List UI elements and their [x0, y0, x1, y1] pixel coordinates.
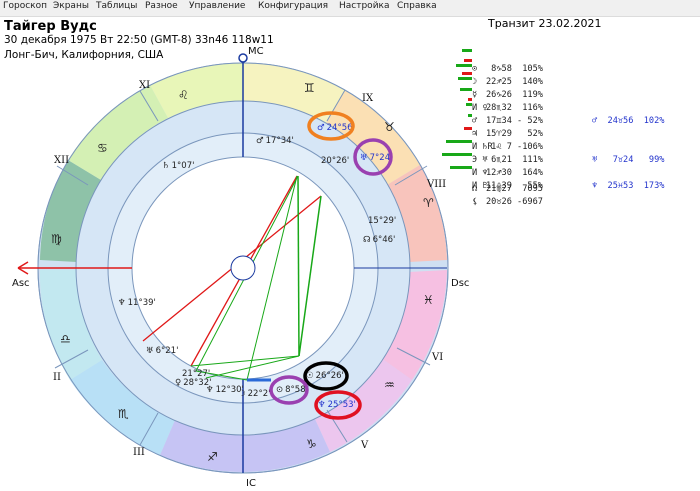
sign-segment: [40, 160, 101, 262]
natal-planet-label: ☊ 6°46': [363, 235, 395, 245]
house-label: XII: [54, 155, 69, 166]
sign-glyph-taurus: ♉: [384, 120, 395, 134]
planet-row[interactable]: ☿ 26♑26 119%: [442, 70, 543, 100]
sign-glyph-aries: ♈: [423, 196, 434, 210]
planet-row[interactable]: ☊ 21♍27 7095: [472, 184, 543, 194]
planet-row[interactable]: ☽ 22♐25 140%: [442, 57, 543, 87]
sign-segment: [70, 360, 175, 455]
transit-planet-label: ♅ 7°24': [360, 153, 392, 163]
planet-row[interactable]: ♂ 17♊34 - 52% ♂ 24♉56 102%: [442, 96, 664, 126]
house-label: III: [133, 447, 145, 458]
natal-planet-label: ☽ 22°2': [238, 389, 270, 399]
highlight-purple: [269, 375, 309, 405]
birth-place: Лонг-Бич, Калифорния, США: [4, 49, 164, 61]
highlight-purple: [353, 138, 393, 176]
natal-planet-label: ♆ 12°30': [206, 385, 244, 395]
natal-chart-wheel[interactable]: ♌ ♋ ♍ ♎ ♏ ♐ ♑ ♒ ♓ ♈ ♉ ♊ MC IC Asc Dsc XI…: [0, 40, 490, 491]
menu-tables[interactable]: Таблицы: [96, 1, 138, 11]
house-label: VIII: [426, 179, 446, 190]
menu-screens[interactable]: Экраны: [53, 1, 89, 11]
natal-planet-label: ⊙ 8°58': [276, 385, 308, 395]
menu-horoscope[interactable]: Гороскоп: [3, 1, 47, 11]
birth-datetime: 30 декабря 1975 Вт 22:50 (GMT-8) 33n46 1…: [4, 34, 274, 46]
sign-glyph-capricorn: ♑: [306, 437, 317, 451]
sign-segment: [39, 270, 102, 380]
menu-settings[interactable]: Настройка: [339, 1, 390, 11]
natal-planet-label: ♅ 6°21': [146, 346, 178, 356]
natal-planet-label: ♂ 17°34': [256, 136, 294, 146]
sign-segment: [150, 62, 243, 118]
sign-glyph-virgo: ♍: [51, 232, 62, 246]
sign-glyph-gemini: ♊: [304, 81, 315, 95]
menu-bar: Гороскоп Экраны Таблицы Разное Управлени…: [0, 0, 700, 17]
transit-planet-label: ♂ 24°56': [317, 123, 355, 133]
house-label: II: [53, 372, 61, 383]
planet-row[interactable]: И ♀ 28♏32 116%: [442, 83, 543, 113]
aspect-line: [246, 175, 298, 381]
planet-row[interactable]: И ♄R 1♌ 7 -106%: [442, 122, 543, 152]
sign-segment: [387, 165, 447, 262]
menu-help[interactable]: Справка: [397, 1, 437, 11]
aspect-line: [205, 355, 300, 379]
sign-glyph-scorpio: ♏: [118, 407, 129, 421]
planet-row[interactable]: ♃ 15♈29 52%: [442, 109, 543, 139]
ic-label: IC: [246, 478, 256, 489]
chart-owner-name: Тайгер Вудс: [4, 19, 97, 34]
highlight-orange: [307, 111, 355, 141]
sign-segment: [326, 90, 420, 185]
asc-label: Asc: [12, 278, 30, 289]
aspect-line: [298, 195, 322, 357]
aspect-line: [190, 355, 300, 367]
natal-planet-label: ♆ 11°39': [118, 298, 156, 308]
aspect-line: [195, 370, 248, 381]
sign-glyph-sagittarius: ♐: [207, 450, 218, 464]
planet-row[interactable]: И ♇ 11♎39 55% ♆ 25♓53 173%: [442, 161, 664, 191]
highlight-black: [303, 361, 349, 391]
house-label: XI: [139, 80, 150, 91]
natal-planet-label: 21°27': [182, 369, 210, 379]
transit-title: Транзит 23.02.2021: [488, 17, 602, 30]
natal-planet-label: ♀ 28°32': [175, 378, 211, 388]
aspect-line: [297, 175, 300, 357]
sign-glyph-libra: ♎: [60, 332, 71, 346]
sign-segment: [160, 417, 330, 472]
natal-planet-label: 20°26': [321, 156, 349, 166]
natal-planet-label: ♄ 1°07': [162, 161, 194, 171]
dsc-label: Dsc: [451, 278, 469, 289]
menu-control[interactable]: Управление: [189, 1, 246, 11]
sign-glyph-cancer: ♋: [97, 141, 108, 155]
center-circle: [230, 255, 256, 281]
house-label: VI: [431, 352, 443, 363]
sign-segment: [68, 85, 168, 180]
menu-configuration[interactable]: Конфигурация: [258, 1, 328, 11]
sign-segment: [381, 270, 447, 380]
planet-row[interactable]: ⊙ 8♑58 105%: [442, 44, 543, 74]
mc-marker: [238, 53, 248, 63]
transit-planet-label: ♆ 25°53': [318, 400, 356, 410]
sign-glyph-aquarius: ♒: [384, 378, 395, 392]
natal-planet-label: 15°29': [368, 216, 396, 226]
mc-label: MC: [248, 46, 264, 57]
house-label: IX: [362, 93, 374, 104]
menu-misc[interactable]: Разное: [145, 1, 178, 11]
sign-glyph-pisces: ♓: [423, 293, 434, 307]
highlight-red: [314, 390, 362, 420]
house-label: V: [360, 440, 369, 451]
planet-row[interactable]: Э ♅ 6♏21 111% ♅ 7♉24 99%: [442, 135, 664, 165]
sign-glyph-leo: ♌: [178, 88, 189, 102]
planet-row[interactable]: И ♆ 12♐30 164%: [442, 148, 543, 178]
planet-row[interactable]: ⚸ 20♉26 -6967: [472, 197, 543, 207]
transit-planet-label: ☉ 26°26': [306, 371, 344, 381]
